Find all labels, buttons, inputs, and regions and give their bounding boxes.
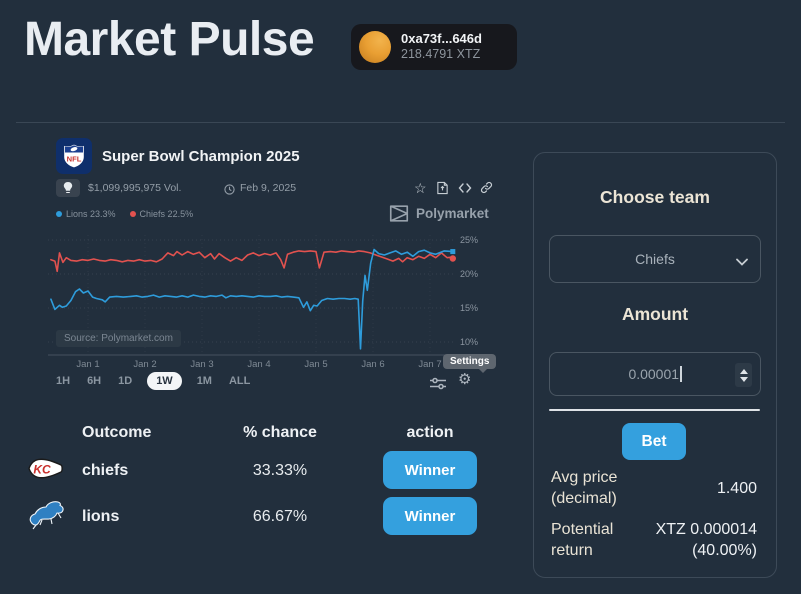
lions-dot (56, 211, 62, 217)
legend-lions: Lions 23.3% (56, 209, 116, 219)
avg-price-label: Avg price (decimal) (551, 469, 618, 507)
range-1w[interactable]: 1W (147, 372, 182, 390)
col-header-action: action (406, 424, 454, 441)
svg-text:Jan 7: Jan 7 (418, 359, 441, 370)
range-6h[interactable]: 6H (87, 375, 102, 387)
svg-text:Jan 4: Jan 4 (247, 359, 270, 370)
text-caret (680, 366, 682, 382)
svg-text:KC: KC (33, 463, 51, 477)
header-divider (16, 122, 785, 123)
svg-text:20%: 20% (460, 269, 478, 279)
bet-panel: Choose team Chiefs Amount 0.00001 Bet Av… (533, 152, 777, 578)
bet-button[interactable]: Bet (622, 423, 686, 460)
polymarket-brand-name: Polymarket (416, 206, 489, 221)
panel-divider (549, 409, 760, 411)
market-type-icon (56, 179, 80, 197)
star-icon[interactable]: ☆ (414, 180, 427, 196)
page-title: Market Pulse (24, 13, 315, 66)
outcome-name: lions (82, 508, 120, 525)
amount-heading: Amount (621, 304, 689, 324)
chart-actions: ☆ (414, 181, 494, 195)
polymarket-logo-icon (389, 205, 409, 222)
svg-text:25%: 25% (460, 235, 478, 245)
volume-text: $1,099,995,975 Vol. (88, 182, 182, 194)
outcome-chance: 33.33% (252, 462, 308, 479)
range-all[interactable]: ALL (228, 375, 251, 387)
embed-code-icon[interactable] (458, 181, 472, 195)
filters-icon[interactable] (430, 377, 446, 395)
avg-price-value: 1.400 (716, 480, 757, 497)
winner-button-lions[interactable]: Winner (383, 497, 477, 535)
outcome-name: chiefs (82, 462, 129, 479)
stepper-down-icon[interactable] (739, 376, 748, 382)
team-select[interactable]: Chiefs (549, 235, 761, 283)
choose-team-heading: Choose team (600, 187, 710, 207)
link-icon[interactable] (480, 181, 494, 195)
svg-text:NFL: NFL (67, 154, 82, 163)
svg-text:10%: 10% (460, 337, 478, 347)
amount-input[interactable]: 0.00001 (549, 352, 761, 396)
price-chart: Jan 1 Jan 2 Jan 3 Jan 4 Jan 5 Jan 6 Jan 7 25% 20… (48, 235, 478, 370)
chevron-down-icon (736, 253, 748, 271)
svg-text:Jan 1: Jan 1 (76, 359, 99, 370)
potential-return-value: XTZ 0.000014 (40.00%) (655, 521, 757, 559)
wallet-balance: 218.4791 XTZ (401, 47, 481, 62)
export-icon[interactable] (436, 181, 450, 195)
team-select-value: Chiefs (635, 251, 675, 267)
svg-text:Jan 2: Jan 2 (133, 359, 156, 370)
range-1d[interactable]: 1D (118, 375, 133, 387)
svg-text:Jan 5: Jan 5 (304, 359, 327, 370)
potential-return-label: Potential return (551, 521, 614, 559)
end-date: Feb 9, 2025 (240, 182, 297, 194)
col-header-outcome: Outcome (82, 424, 152, 441)
amount-stepper[interactable] (735, 363, 752, 387)
chiefs-dot (129, 211, 136, 217)
amount-value: 0.00001 (628, 366, 680, 382)
clock-icon (224, 182, 235, 200)
svg-text:Jan 6: Jan 6 (361, 359, 384, 370)
gear-icon[interactable]: ⚙ (458, 371, 472, 388)
wallet-avatar (359, 31, 391, 63)
stepper-up-icon[interactable] (739, 368, 748, 374)
polymarket-brand[interactable]: Polymarket (388, 204, 489, 223)
wallet-button[interactable]: 0xa73f...646d 218.4791 XTZ (351, 24, 517, 70)
chart-source: Source: Polymarket.com (56, 330, 181, 347)
wallet-address: 0xa73f...646d (401, 31, 482, 47)
svg-text:Jan 3: Jan 3 (190, 359, 213, 370)
market-title: Super Bowl Champion 2025 (102, 148, 300, 165)
lions-logo (27, 498, 67, 537)
col-header-chance: % chance (243, 424, 317, 441)
range-1h[interactable]: 1H (56, 375, 71, 387)
legend-chiefs: Chiefs 22.5% (129, 209, 193, 219)
outcome-chance: 66.67% (252, 508, 308, 525)
winner-button-chiefs[interactable]: Winner (383, 451, 477, 489)
svg-text:15%: 15% (460, 303, 478, 313)
settings-tooltip: Settings (443, 354, 497, 373)
chiefs-logo: KC (27, 453, 65, 489)
time-range-buttons: 1H 6H 1D 1W 1M ALL (54, 372, 252, 390)
range-1m[interactable]: 1M (196, 375, 212, 387)
nfl-logo: NFL (56, 138, 92, 174)
chart-legend: Lions 23.3% Chiefs 22.5% (56, 209, 193, 219)
